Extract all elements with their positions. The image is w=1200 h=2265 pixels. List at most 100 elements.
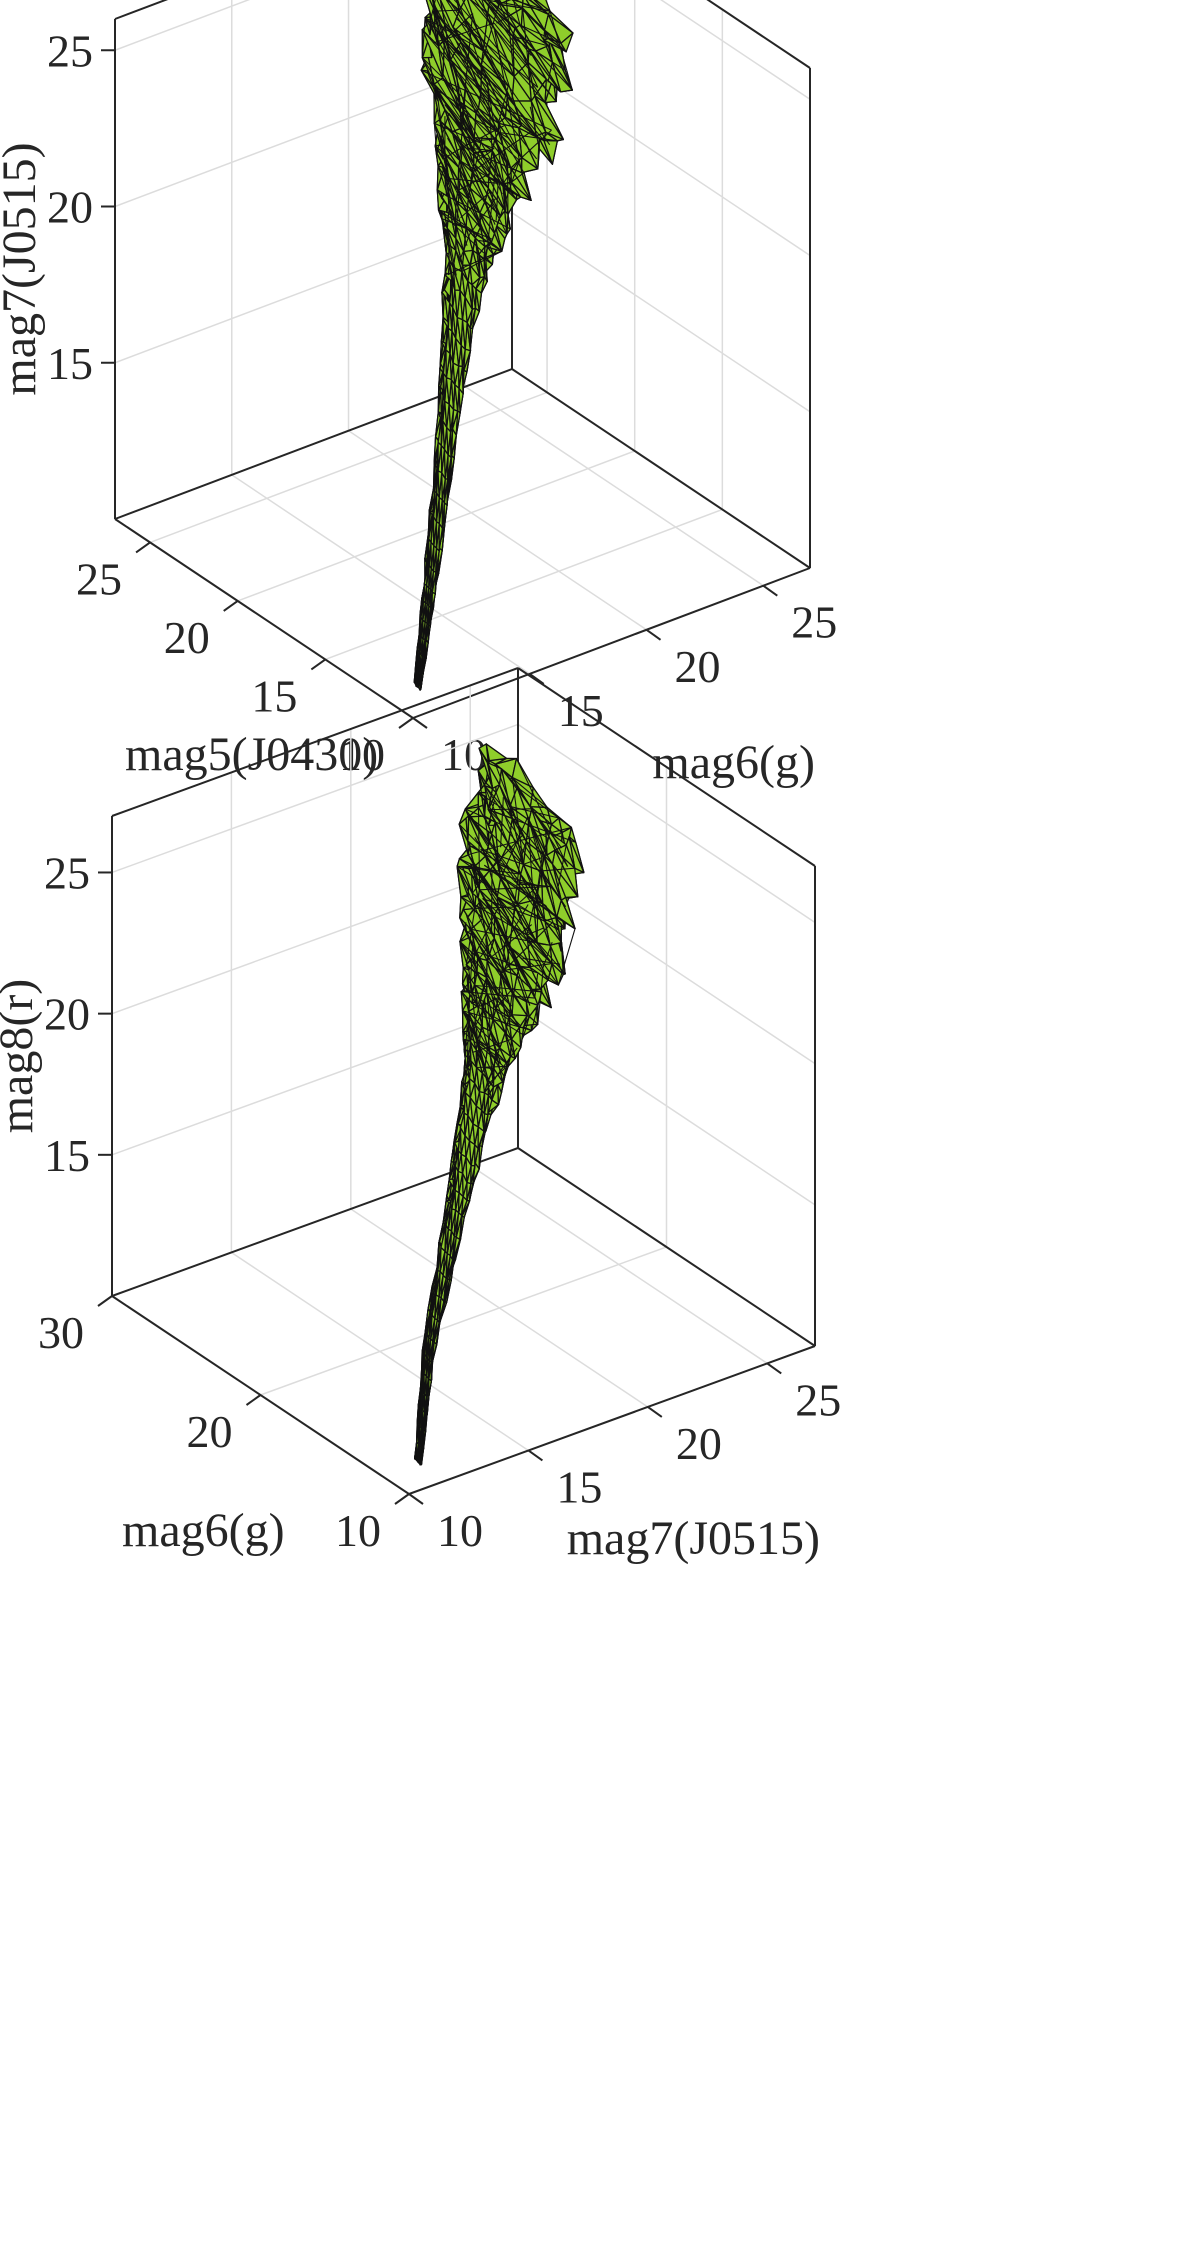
- mesh-wire: [422, 57, 499, 133]
- mesh-wire: [477, 792, 549, 839]
- mesh-wire: [491, 833, 521, 863]
- mesh-face: [485, 743, 508, 762]
- mesh-wire: [557, 928, 576, 986]
- x-tick: [245, 1394, 262, 1406]
- mesh-wire: [441, 150, 469, 200]
- y-axis-label: mag6(g): [652, 736, 815, 789]
- mesh-wire: [462, 909, 528, 1016]
- x-tick: [394, 1493, 410, 1505]
- ticks: [101, 49, 778, 729]
- mesh-wire: [541, 838, 549, 858]
- mesh-wire: [531, 808, 569, 867]
- mesh-wire: [476, 150, 493, 162]
- mesh-wire: [461, 147, 486, 202]
- mesh-wire: [464, 1033, 473, 1085]
- mesh-wire: [508, 172, 525, 185]
- mesh-wire: [436, 167, 445, 190]
- mesh-wire: [469, 198, 496, 235]
- mesh-wire: [512, 35, 548, 47]
- mesh-wire: [434, 145, 481, 214]
- mesh-wire: [460, 111, 510, 139]
- mesh-wire: [433, 87, 467, 110]
- x-tick: [398, 717, 414, 729]
- x-tick-label: 25: [76, 553, 122, 604]
- box-edge: [408, 1345, 816, 1495]
- mesh-wire: [483, 998, 495, 1088]
- mesh-wire: [500, 797, 504, 848]
- mesh-wire: [472, 249, 493, 265]
- mesh-wire: [459, 159, 499, 184]
- box-edge: [517, 1147, 816, 1347]
- y-tick: [408, 1493, 424, 1505]
- mesh-wire: [496, 7, 523, 24]
- mesh-wire: [432, 86, 508, 235]
- y-tick: [529, 673, 545, 685]
- mesh-wire: [480, 4, 500, 66]
- x-tick: [310, 658, 326, 671]
- y-tick: [645, 628, 662, 641]
- z-tick-label: 20: [47, 182, 93, 233]
- mesh-wire: [511, 0, 551, 12]
- mesh-wire: [486, 992, 492, 1031]
- mesh-wire: [468, 814, 500, 865]
- ticks: [97, 871, 782, 1505]
- y-tick-label: 25: [791, 597, 837, 648]
- mesh-wire: [505, 935, 514, 989]
- mesh-wire: [453, 100, 503, 195]
- mesh-wire: [469, 0, 557, 102]
- mesh-wire: [466, 1007, 470, 1068]
- mesh-face: [500, 768, 518, 808]
- mesh-wire: [482, 898, 546, 922]
- mesh-wire: [497, 86, 509, 124]
- mesh-wire: [453, 100, 520, 161]
- mesh-wire: [448, 0, 515, 77]
- mesh-wire: [516, 883, 553, 887]
- mesh-wire: [494, 30, 523, 173]
- mesh-wire: [515, 758, 569, 867]
- mesh-wire: [462, 1017, 469, 1086]
- mesh-wire: [537, 857, 543, 886]
- y-tick: [766, 1362, 782, 1375]
- mesh-wire: [434, 27, 538, 160]
- mesh-wire: [456, 865, 559, 931]
- mesh-wire: [526, 927, 544, 936]
- mesh-wire: [477, 897, 528, 984]
- mesh-face: [494, 0, 500, 5]
- mesh-wire: [447, 0, 551, 146]
- x-tick-label: 10: [335, 1505, 381, 1556]
- y-tick: [647, 1406, 663, 1418]
- mesh-wire: [495, 763, 572, 828]
- z-tick-label: 25: [44, 847, 90, 898]
- mesh-wire: [486, 168, 496, 248]
- mesh-wire: [543, 855, 562, 943]
- box-edge: [111, 667, 519, 817]
- box-edge: [706, 0, 811, 69]
- mesh-wire: [547, 61, 553, 83]
- z-tick-label: 25: [47, 25, 93, 76]
- mesh-wire: [537, 970, 544, 1025]
- mesh-face: [498, 0, 512, 5]
- y-tick: [527, 1449, 543, 1462]
- mesh-wire: [483, 0, 529, 63]
- x-tick-label: 10: [339, 729, 385, 780]
- mesh-wire: [536, 885, 539, 944]
- mesh-wire: [459, 922, 467, 942]
- mesh-wire: [476, 951, 540, 975]
- mesh-wire: [438, 209, 503, 252]
- mesh-wire: [438, 209, 485, 254]
- mesh-wire: [468, 1011, 493, 1101]
- mesh-wire: [456, 866, 514, 995]
- mesh-wire: [512, 987, 527, 1002]
- x-axis-label: mag6(g): [122, 1504, 285, 1557]
- y-tick-label: 20: [675, 641, 721, 692]
- box-edge: [114, 518, 414, 719]
- mesh-wire: [484, 785, 545, 856]
- mesh-wire: [468, 935, 474, 1012]
- mesh-face: [478, 1144, 483, 1170]
- mesh-wire: [491, 870, 576, 930]
- mesh-wire: [527, 816, 534, 901]
- mesh-wire: [474, 237, 481, 278]
- mesh-wire: [421, 57, 505, 189]
- mesh-wire: [508, 826, 572, 845]
